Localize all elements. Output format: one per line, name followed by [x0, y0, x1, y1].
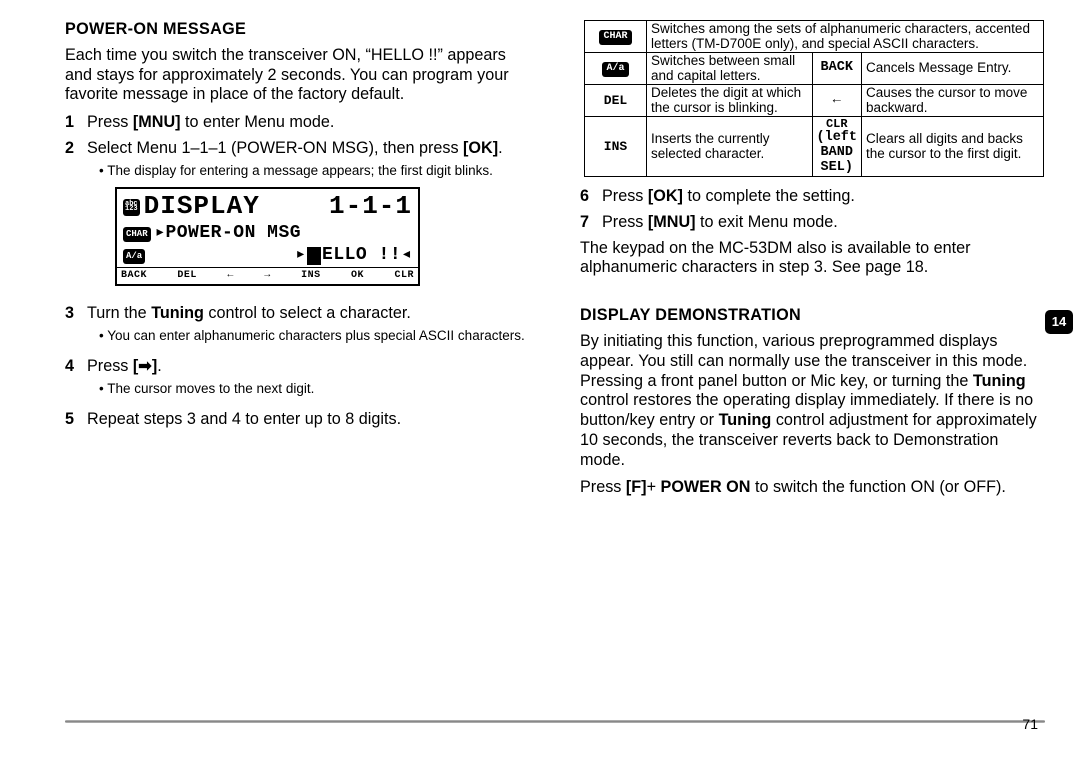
left-column: POWER-ON MESSAGE Each time you switch th…	[65, 20, 540, 712]
button-desc-cell: Switches among the sets of alphanumeric …	[647, 21, 1044, 53]
step-number: 1	[65, 113, 87, 133]
button-label-cell: ←	[812, 85, 862, 117]
case-icon: A/a	[123, 249, 145, 264]
step-7: 7 Press [MNU] to exit Menu mode.	[580, 213, 1045, 233]
steps-list-right: 6 Press [OK] to complete the setting. 7 …	[580, 187, 1045, 233]
sub-bullets: You can enter alphanumeric characters pl…	[99, 328, 530, 345]
sub-bullet: The cursor moves to the next digit.	[99, 381, 530, 398]
lcd-line1-right: 1-1-1	[329, 191, 412, 223]
step-text: Repeat steps 3 and 4 to enter up to 8 di…	[87, 410, 530, 430]
footer-rule	[65, 720, 1045, 723]
abc123-icon: abc123	[123, 199, 140, 216]
step-number: 7	[580, 213, 602, 233]
page-body: POWER-ON MESSAGE Each time you switch th…	[0, 0, 1080, 720]
demo-action: Press [F]+ POWER ON to switch the functi…	[580, 478, 1045, 498]
button-desc-cell: Clears all digits and backs the cursor t…	[862, 117, 1044, 177]
step-5: 5 Repeat steps 3 and 4 to enter up to 8 …	[65, 410, 530, 430]
lcd-softkey-bar: BACK DEL ← → INS OK CLR	[117, 267, 418, 284]
table-row: INS Inserts the currently selected chara…	[585, 117, 1044, 177]
button-label-cell: CHAR	[585, 21, 647, 53]
case-icon: A/a	[602, 62, 628, 77]
button-label-cell: CLR (left BAND SEL)	[812, 117, 862, 177]
step-2: 2 Select Menu 1–1–1 (POWER-ON MSG), then…	[65, 139, 530, 298]
step-4: 4 Press [➡]. The cursor moves to the nex…	[65, 357, 530, 404]
step-text: Press [MNU] to exit Menu mode.	[602, 213, 1045, 233]
heading-power-on: POWER-ON MESSAGE	[65, 20, 530, 40]
lcd-line3: ELLO !!	[322, 245, 401, 267]
step-1: 1 Press [MNU] to enter Menu mode.	[65, 113, 530, 133]
table-row: A/a Switches between small and capital l…	[585, 53, 1044, 85]
button-label-cell: A/a	[585, 53, 647, 85]
heading-display-demo: DISPLAY DEMONSTRATION	[580, 306, 1045, 326]
step-number: 6	[580, 187, 602, 207]
step-text: Press [➡]. The cursor moves to the next …	[87, 357, 530, 404]
button-reference-table: CHAR Switches among the sets of alphanum…	[584, 20, 1044, 177]
pointer-icon: ▸	[155, 223, 166, 245]
button-desc-cell: Cancels Message Entry.	[862, 53, 1044, 85]
lcd-display-mock: abc123 DISPLAY 1-1-1 CHAR ▸ POWER-ON MSG…	[115, 187, 420, 286]
char-icon: CHAR	[599, 30, 631, 45]
button-desc-cell: Inserts the currently selected character…	[647, 117, 813, 177]
step-text: Press [OK] to complete the setting.	[602, 187, 1045, 207]
step-text: Turn the Tuning control to select a char…	[87, 304, 530, 351]
button-desc-cell: Deletes the digit at which the cursor is…	[647, 85, 813, 117]
demo-paragraph: By initiating this function, various pre…	[580, 332, 1045, 470]
intro-paragraph: Each time you switch the transceiver ON,…	[65, 46, 530, 105]
char-icon: CHAR	[123, 227, 151, 242]
step-6: 6 Press [OK] to complete the setting.	[580, 187, 1045, 207]
page-footer: 71	[0, 720, 1080, 742]
lcd-line1-left: DISPLAY	[144, 191, 260, 223]
button-label-cell: BACK	[812, 53, 862, 85]
step-number: 4	[65, 357, 87, 404]
lcd-line2: POWER-ON MSG	[165, 223, 301, 245]
button-label-cell: INS	[585, 117, 647, 177]
sub-bullets: The cursor moves to the next digit.	[99, 381, 530, 398]
section-badge: 14	[1045, 310, 1073, 334]
step-text: Press [MNU] to enter Menu mode.	[87, 113, 530, 133]
right-pointer-icon: ◂	[401, 245, 412, 267]
table-row: CHAR Switches among the sets of alphanum…	[585, 21, 1044, 53]
step-number: 5	[65, 410, 87, 430]
steps-list: 1 Press [MNU] to enter Menu mode. 2 Sele…	[65, 113, 530, 429]
button-desc-cell: Causes the cursor to move backward.	[862, 85, 1044, 117]
right-column: CHAR Switches among the sets of alphanum…	[570, 20, 1045, 712]
button-desc-cell: Switches between small and capital lette…	[647, 53, 813, 85]
button-label-cell: DEL	[585, 85, 647, 117]
step-text: Select Menu 1–1–1 (POWER-ON MSG), then p…	[87, 139, 530, 298]
keypad-note: The keypad on the MC-53DM also is availa…	[580, 239, 1045, 279]
table-row: DEL Deletes the digit at which the curso…	[585, 85, 1044, 117]
left-pointer-icon: ▸	[295, 245, 306, 267]
cursor-block-icon	[307, 247, 321, 265]
sub-bullets: The display for entering a message appea…	[99, 163, 530, 180]
step-number: 2	[65, 139, 87, 298]
page-number: 71	[1022, 716, 1038, 732]
step-3: 3 Turn the Tuning control to select a ch…	[65, 304, 530, 351]
sub-bullet: You can enter alphanumeric characters pl…	[99, 328, 530, 345]
step-number: 3	[65, 304, 87, 351]
sub-bullet: The display for entering a message appea…	[99, 163, 530, 180]
